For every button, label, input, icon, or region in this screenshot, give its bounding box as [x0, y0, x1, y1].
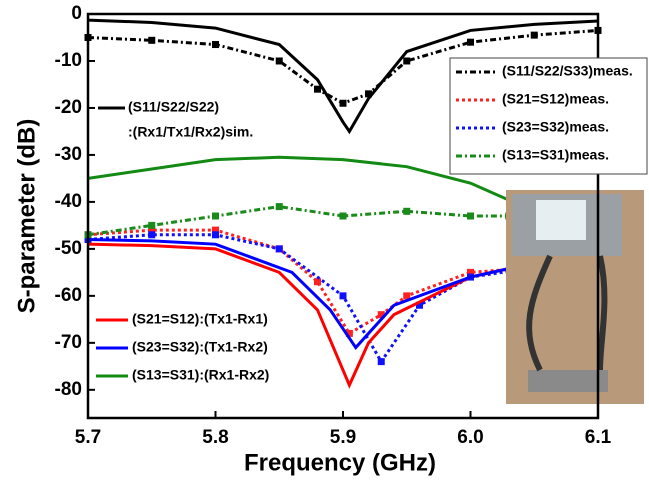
marker [377, 358, 385, 366]
photo-screen [536, 200, 586, 240]
legend-label: (S13=S31):(Rx1-Rx2) [132, 367, 269, 383]
series-line [87, 205, 509, 237]
y-tick-label: -20 [55, 97, 82, 118]
photo-cables [526, 254, 608, 372]
marker [339, 292, 347, 300]
marker [212, 41, 219, 49]
marker [212, 226, 219, 234]
marker [275, 245, 283, 253]
legend-note: :(Rx1/Tx1/Rx2)sim. [128, 124, 253, 140]
legend-box [449, 57, 648, 175]
legend-label: (S23=S32)meas. [502, 119, 609, 135]
marker [148, 226, 156, 234]
marker [275, 57, 283, 65]
marker [467, 268, 474, 276]
marker [212, 231, 219, 239]
legend-label: (S23=S32):(Tx1-Rx2) [132, 339, 268, 355]
marker [339, 212, 347, 220]
y-tick-label: -30 [55, 144, 82, 165]
x-tick-label: 5.9 [330, 427, 356, 448]
legend-label: (S11/S22/S33)meas. [502, 63, 633, 79]
marker [212, 212, 219, 220]
marker [365, 90, 372, 98]
marker [467, 212, 474, 220]
marker [403, 292, 411, 300]
y-tick-label: 0 [71, 3, 82, 24]
series-line [87, 242, 535, 389]
marker [339, 99, 347, 107]
y-axis-label: S-parameter (dB) [13, 119, 40, 314]
marker [416, 301, 423, 309]
y-tick-label: -50 [55, 238, 82, 259]
marker [403, 57, 411, 65]
marker [377, 311, 385, 319]
x-tick-label: 5.8 [202, 427, 228, 448]
frame [86, 12, 600, 420]
marker [467, 38, 474, 46]
marker [148, 221, 156, 229]
legend-label: (S21=S12):(Tx1-Rx1) [132, 311, 268, 327]
marker [148, 36, 156, 44]
y-tick-label: -40 [55, 191, 82, 212]
x-tick-label: 5.7 [75, 427, 101, 448]
marker [275, 203, 283, 211]
marker [148, 231, 156, 239]
y-tick-label: -60 [55, 285, 82, 306]
y-tick-label: -80 [55, 379, 82, 400]
x-tick-label: 6.1 [585, 427, 612, 448]
legend-label: (S11/S22/S22) [128, 99, 219, 115]
marker [345, 329, 353, 337]
inset-photo [506, 190, 644, 404]
marker [314, 85, 321, 93]
legend-label: (S13=S31)meas. [502, 147, 609, 163]
legend-label: (S21=S12)meas. [502, 91, 609, 107]
series-line [87, 155, 535, 213]
y-tick-label: -70 [55, 332, 82, 353]
series-line [87, 18, 599, 135]
x-tick-label: 6.0 [457, 427, 483, 448]
x-axis-label: Frequency (GHz) [244, 449, 436, 476]
series-line [87, 237, 535, 350]
y-tick-label: -10 [55, 50, 82, 71]
marker [314, 278, 321, 286]
marker [530, 31, 538, 39]
photo-board [528, 370, 608, 392]
marker [403, 207, 411, 215]
